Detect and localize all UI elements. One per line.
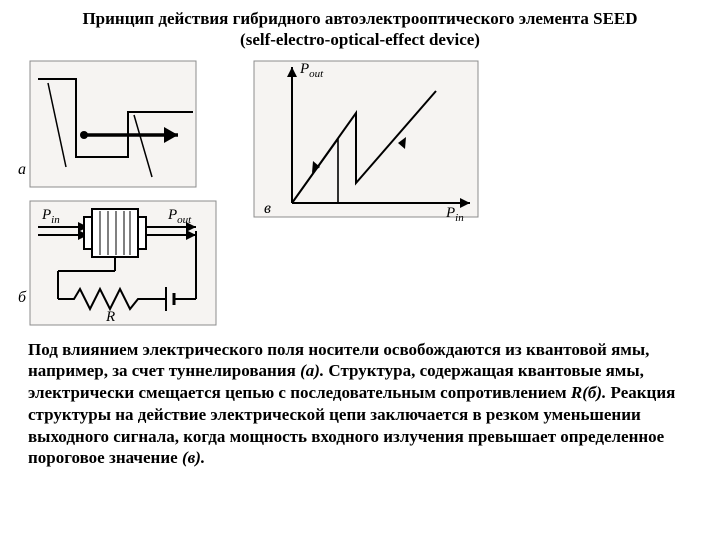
figures-row: а bbox=[18, 57, 692, 329]
body-ital-rb: R(б). bbox=[571, 383, 606, 402]
fig-b-pout-sub: out bbox=[177, 214, 192, 226]
fig-b-pin-p: P bbox=[41, 207, 51, 223]
figure-v: Pout Pin в bbox=[246, 57, 486, 222]
figure-b-label: б bbox=[18, 289, 26, 307]
figure-v-svg: Pout Pin bbox=[246, 57, 486, 222]
body-paragraph: Под влиянием электрического поля носител… bbox=[28, 339, 692, 470]
figure-v-label: в bbox=[264, 200, 271, 218]
figure-a: а bbox=[18, 57, 208, 197]
body-ital-v: (в). bbox=[182, 448, 205, 467]
figure-b: Pin Pout R б bbox=[18, 199, 228, 329]
fig-b-R: R bbox=[105, 309, 115, 325]
title-line-1: Принцип действия гибридного автоэлектроо… bbox=[82, 9, 637, 28]
body-ital-a: (а). bbox=[300, 361, 324, 380]
title-line-2: (self-electro-optical-effect device) bbox=[240, 30, 480, 49]
fig-b-pout-p: P bbox=[167, 207, 177, 223]
figure-a-svg bbox=[18, 57, 208, 197]
page-title: Принцип действия гибридного автоэлектроо… bbox=[28, 8, 692, 51]
fig-b-pin-sub: in bbox=[51, 214, 60, 226]
page: Принцип действия гибридного автоэлектроо… bbox=[0, 0, 720, 540]
figure-b-svg: Pin Pout R bbox=[18, 199, 228, 329]
figure-a-label: а bbox=[18, 161, 26, 179]
figures-left-column: а bbox=[18, 57, 228, 329]
